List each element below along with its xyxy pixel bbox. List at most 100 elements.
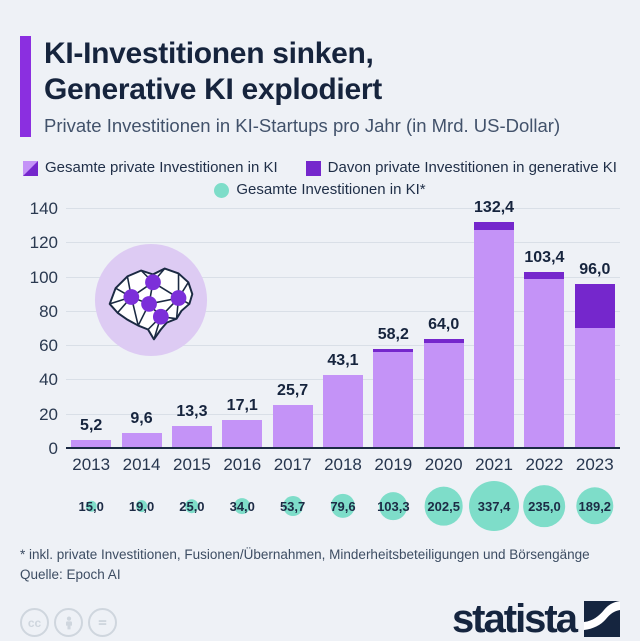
legend-label: Davon private Investitionen in generativ…: [327, 159, 617, 176]
page-title: KI-Investitionen sinken, Generative KI e…: [44, 36, 560, 108]
total-circle-cell-2017: 53,7: [267, 477, 317, 535]
title-line-1: KI-Investitionen sinken,: [44, 37, 374, 70]
title-accent-bar: [20, 36, 31, 137]
gridline: [66, 208, 620, 209]
total-circle-cell-2023: 189,2: [570, 477, 620, 535]
total-circle-cell-2014: 19,0: [116, 477, 166, 535]
header: KI-Investitionen sinken, Generative KI e…: [20, 36, 620, 137]
legend-item-total-all: Gesamte Investitionen in KI*: [214, 179, 426, 201]
total-investment-circle: [379, 492, 408, 520]
y-tick-label: 100: [29, 267, 58, 287]
bar-total-private: [121, 432, 162, 449]
year-label: 2016: [223, 455, 262, 474]
gridline: [66, 310, 620, 312]
cc-glyph: cc: [27, 615, 42, 630]
year-label: 2014: [122, 455, 161, 474]
bar-value-label: 43,1: [327, 352, 359, 370]
bar-column-2014: 9,6: [116, 209, 166, 449]
total-investment-value: 34,0: [229, 498, 255, 514]
bar-chart: 0 20 40 60 80 100 120 140 5,2 9,6 13,3 17,1 25,7 43,…: [20, 199, 620, 458]
bar-total-private: [524, 271, 565, 449]
total-investment-circle: [234, 498, 251, 514]
bar-value-label: 103,4: [524, 248, 565, 266]
footnotes: * inkl. private Investitionen, Fusionen/…: [20, 545, 620, 585]
footer: cc statista: [20, 597, 620, 641]
subtitle: Private Investitionen in KI-Startups pro…: [44, 115, 561, 136]
total-investment-circle: [135, 500, 148, 512]
bar-generative-segment: [474, 222, 515, 230]
bar-generative-segment: [574, 284, 615, 328]
statista-logo: statista: [451, 597, 620, 641]
total-investment-value: 103,3: [377, 498, 410, 514]
bar-column-2018: 43,1: [318, 209, 368, 449]
bar-total-private: [322, 375, 363, 449]
cc-icon: cc: [20, 608, 49, 637]
circles-inner-row: 15,0 19,0 25,0 34,0 53,7 79,6 103,3 202,5 337,4 2…: [66, 477, 620, 535]
total-investment-value: 19,0: [128, 498, 155, 514]
bar-generative-segment: [373, 349, 414, 352]
total-investment-circle: [185, 499, 199, 513]
brain-illustration-icon: [92, 241, 210, 359]
total-investment-circle: [282, 496, 303, 516]
bar-value-label: 17,1: [226, 396, 258, 414]
bar-total-private: [272, 404, 313, 449]
legend-item-generative: Davon private Investitionen in generativ…: [305, 157, 617, 179]
x-axis-gutter: [20, 449, 66, 475]
y-tick-label: 0: [48, 439, 58, 458]
total-circle-cell-2018: 79,6: [318, 477, 368, 535]
y-tick-label: 80: [39, 301, 58, 321]
total-investment-value: 235,0: [528, 498, 561, 514]
bar-total-private: [574, 284, 615, 449]
bar-value-label: 5,2: [80, 417, 103, 435]
total-investment-circle: [330, 493, 356, 519]
bar-column-2019: 58,2: [368, 209, 418, 449]
footnote-source: Quelle: Epoch AI: [20, 567, 121, 582]
bar-total-private: [222, 419, 263, 449]
x-axis-labels: 2013 2014 2015 2016 2017 2018 2019 2020 2021 2022…: [20, 449, 620, 475]
bar-value-label: 132,4: [474, 199, 515, 217]
total-investment-circle: [523, 485, 566, 527]
gridline: [66, 345, 620, 347]
y-tick-label: 120: [29, 233, 58, 253]
total-investment-value: 25,0: [179, 498, 205, 514]
x-axis-baseline: [66, 447, 620, 449]
total-investment-value: 79,6: [330, 498, 356, 514]
bar-value-label: 64,0: [428, 316, 460, 334]
bar-column-2015: 13,3: [167, 209, 217, 449]
bar-value-label: 9,6: [130, 409, 153, 427]
total-investment-circle: [424, 486, 464, 526]
plot-area: 5,2 9,6 13,3 17,1 25,7 43,1 58,2 64,0 132,4 103,4…: [66, 199, 620, 449]
circles-gutter: [20, 477, 66, 535]
year-label: 2019: [374, 455, 413, 474]
total-circle-cell-2013: 15,0: [66, 477, 116, 535]
bar-total-private: [373, 349, 414, 449]
bar-column-2021: 132,4: [469, 199, 519, 449]
bar-column-2020: 64,0: [419, 209, 469, 449]
statista-wordmark: statista: [451, 597, 578, 641]
years-row: 2013 2014 2015 2016 2017 2018 2019 2020 2021 2022…: [66, 449, 620, 475]
total-investment-value: 53,7: [279, 498, 306, 514]
teal-circle-swatch-icon: [214, 182, 230, 198]
legend-label: Gesamte private Investitionen in KI: [45, 159, 278, 176]
year-label: 2020: [424, 455, 463, 474]
year-label: 2015: [172, 455, 211, 474]
bar-generative-segment: [423, 339, 464, 344]
total-investment-value: 337,4: [477, 498, 511, 514]
bars-row: 5,2 9,6 13,3 17,1 25,7 43,1 58,2 64,0 132,4 103,4…: [66, 199, 620, 449]
total-circle-cell-2022: 235,0: [519, 477, 569, 535]
bar-column-2013: 5,2: [66, 209, 116, 449]
bar-total-private: [474, 222, 515, 449]
bar-value-label: 13,3: [176, 403, 208, 421]
year-label: 2017: [273, 455, 312, 474]
gridline: [66, 242, 620, 244]
bar-column-2016: 17,1: [217, 209, 267, 449]
total-investment-circle: [85, 500, 97, 512]
footnote-asterisk: * inkl. private Investitionen, Fusionen/…: [20, 547, 590, 562]
bar-total-private: [423, 339, 464, 449]
legend: Gesamte private Investitionen in KI Davo…: [20, 157, 620, 201]
split-square-swatch-icon: [23, 160, 39, 176]
total-circle-cell-2021: 337,4: [469, 477, 520, 535]
bar-column-2017: 25,7: [267, 209, 317, 449]
gridline: [66, 276, 620, 278]
